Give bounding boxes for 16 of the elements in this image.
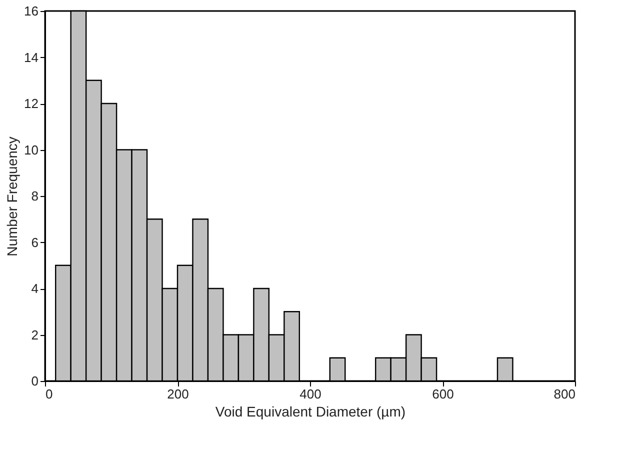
y-tick-label: 14 xyxy=(24,50,38,65)
y-axis-title: Number Frequency xyxy=(4,136,20,256)
y-tick-label: 16 xyxy=(24,4,38,18)
y-tick-label: 6 xyxy=(31,234,38,250)
y-tick-label: 10 xyxy=(24,142,38,158)
y-tick-label: 12 xyxy=(24,96,38,111)
y-tick-label: 4 xyxy=(31,281,38,296)
x-tick-label: 400 xyxy=(300,386,322,402)
x-axis-title: Void Equivalent Diameter (µm) xyxy=(215,404,406,420)
y-tick-label: 8 xyxy=(31,188,38,204)
x-tick-label: 200 xyxy=(167,386,189,402)
y-tick-label: 0 xyxy=(31,374,38,388)
x-tick-label: 0 xyxy=(46,386,53,402)
y-tick-label: 2 xyxy=(31,327,38,342)
x-tick-label: 600 xyxy=(432,386,454,402)
x-tick-label: 800 xyxy=(554,386,576,402)
